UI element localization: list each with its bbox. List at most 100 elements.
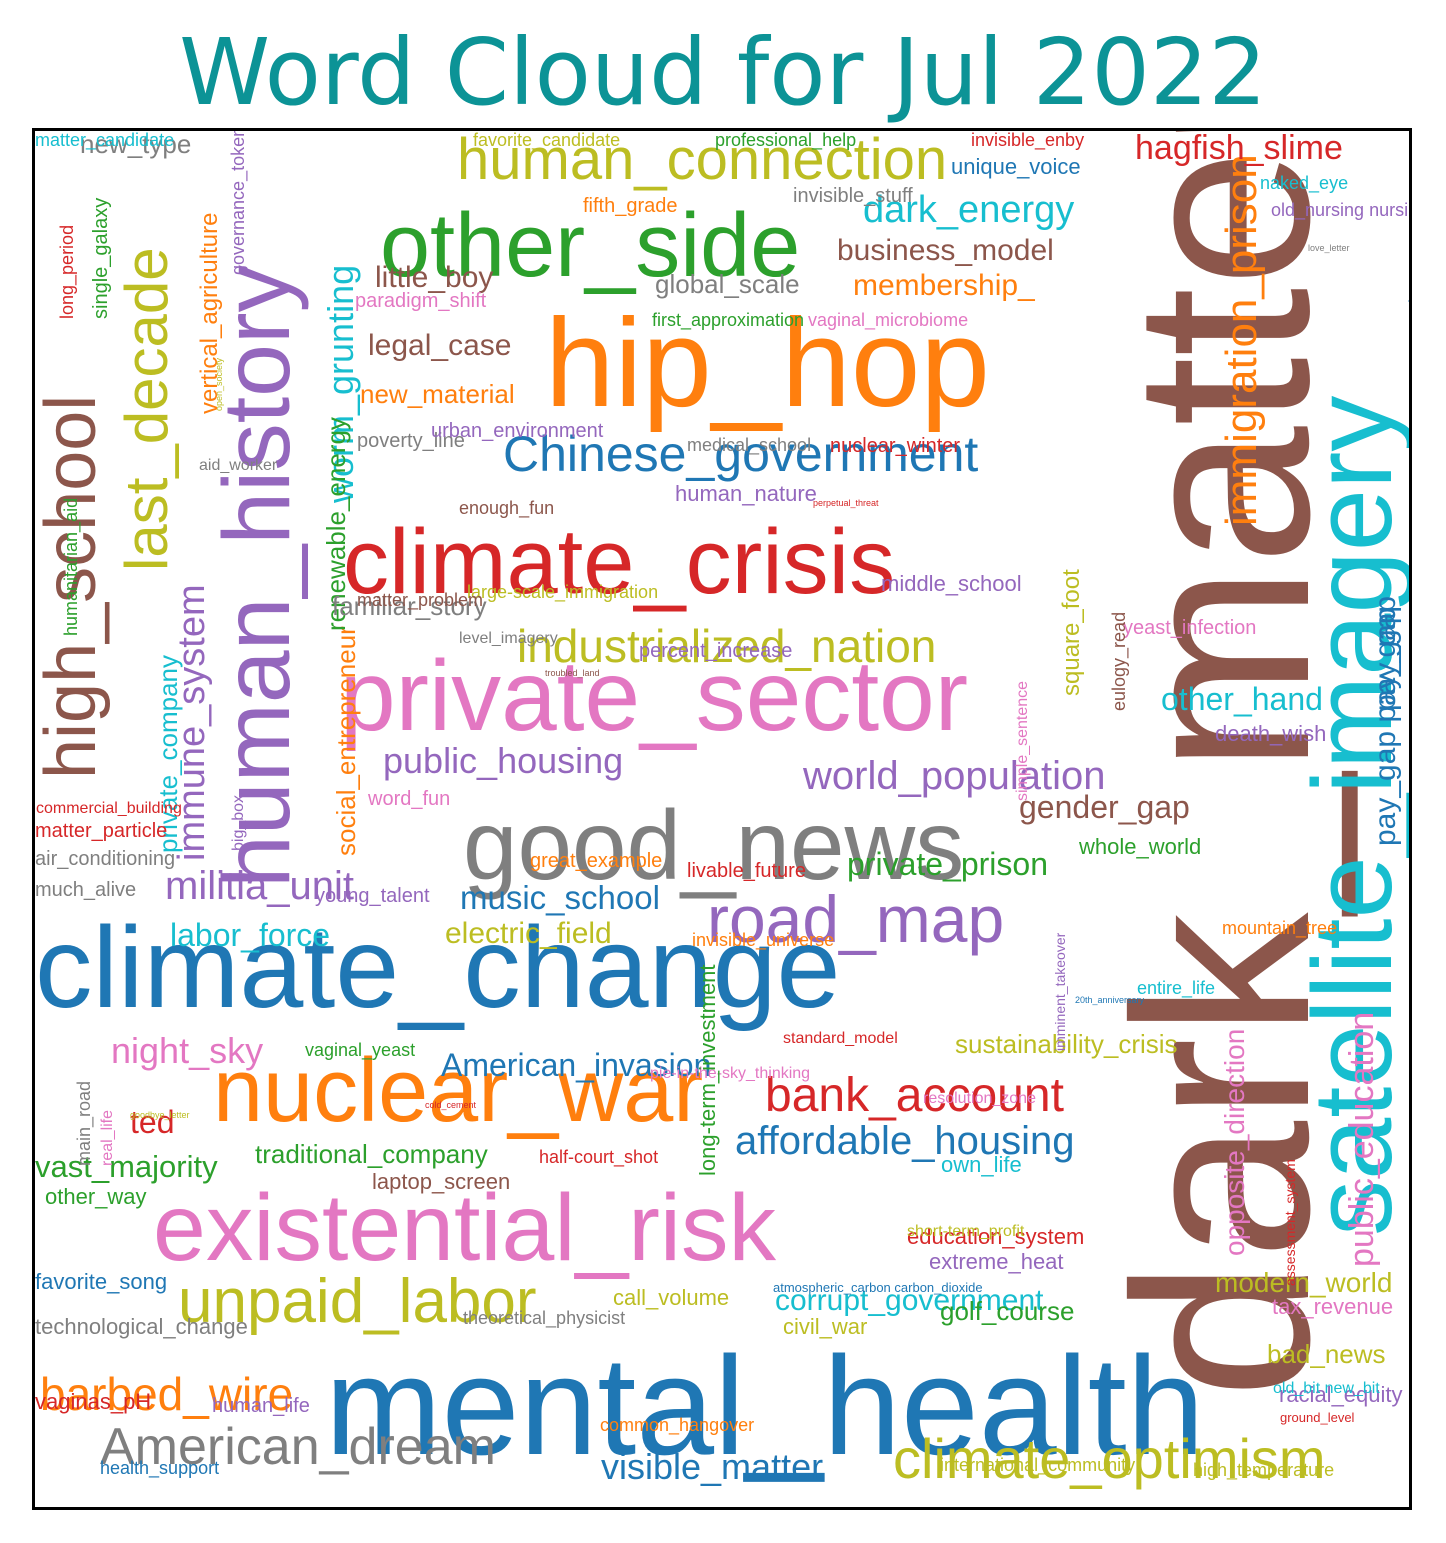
word-last-decade: last_decade xyxy=(113,247,180,571)
word-theoretical-physicist: theoretical_physicist xyxy=(463,1308,626,1328)
word-favorite-candidate: favorite_candidate xyxy=(473,130,621,150)
word-militia-unit: militia_unit xyxy=(165,864,354,908)
word-private-prison: private_prison xyxy=(847,846,1048,882)
word-nuclear-war: nuclear_war xyxy=(213,1041,704,1141)
word-vaginas-ph: vaginas_pH xyxy=(35,1389,152,1414)
word-common-hangover: common_hangover xyxy=(600,1415,755,1435)
word-half-court-shot: half-court_shot xyxy=(539,1147,659,1167)
word-old-nursing-nursing-home: old_nursing nursing_home xyxy=(1271,200,1409,220)
word-mental-health: mental_health xyxy=(325,1327,1205,1484)
word-pie-in-the-sky-thinking: pie-in-the-sky_thinking xyxy=(650,1065,811,1082)
word-human-history: human_history xyxy=(204,264,310,888)
word-much-alive: much_alive xyxy=(35,879,137,901)
word-level-imagery: level_imagery xyxy=(459,630,558,647)
word-american-dream: American_dream xyxy=(100,1418,496,1476)
word-new-type: new_type xyxy=(80,129,192,159)
word-imminent-takeover: imminent_takeover xyxy=(1052,932,1068,1051)
word-golf-course: golf_course xyxy=(940,1296,1075,1326)
word-ted: ted xyxy=(130,1104,175,1140)
word-affordable-housing: affordable_housing xyxy=(735,1119,1075,1163)
word-road-map: road_map xyxy=(707,882,1005,956)
word-livable-future: livable_future xyxy=(687,860,806,882)
word-nuclear-winter: nuclear_winter xyxy=(830,435,961,457)
word-long-term-investment: long-term_investment xyxy=(695,964,720,1176)
word-first-approximation: first_approximation xyxy=(652,310,805,330)
word-corrupt-government: corrupt_government xyxy=(775,1284,1044,1317)
word-invisible-enby: invisible_enby xyxy=(971,130,1085,150)
word-private-sector: private_sector xyxy=(340,640,969,752)
word-labor-force: labor_force xyxy=(170,917,331,953)
word-short-term-profit: short-term_profit xyxy=(907,1223,1025,1240)
word-yeast-infection: yeast_infection xyxy=(1123,617,1257,639)
word-cloud: dark_matter mental_health climate_change sa… xyxy=(32,128,1412,1510)
chart-title: Word Cloud for Jul 2022 xyxy=(179,19,1267,126)
word-love-letter: love_letter xyxy=(1308,243,1350,253)
word-death-wish: death_wish xyxy=(1215,721,1327,746)
word-extreme-heat: extreme_heat xyxy=(929,1249,1064,1274)
word-whole-world: whole_world xyxy=(1079,834,1202,859)
word-enough-fun: enough_fun xyxy=(459,498,555,518)
word-atmospheric-carbon-carbon-dioxide: atmospheric_carbon carbon_dioxide xyxy=(773,1280,983,1295)
word-tax-revenue: tax_revenue xyxy=(1272,1294,1394,1319)
word-goodbye-letter: goodbye_letter xyxy=(130,1110,190,1120)
word-laptop-screen: laptop_screen xyxy=(372,1169,511,1194)
word-international-community: international_community xyxy=(940,1455,1136,1475)
word-dark-energy: dark_energy xyxy=(863,189,1075,231)
word-percent-increase: percent_increase xyxy=(639,640,793,662)
word-new-material: new_material xyxy=(360,379,515,409)
word-high-temperature: high_temperature xyxy=(1193,1460,1335,1480)
word-young-talent: young_talent xyxy=(315,885,430,907)
word-vast-majority: vast_majority xyxy=(35,1149,218,1184)
word-human-life: human_life xyxy=(212,1395,310,1417)
word-vaginal-microbiome: vaginal_microbiome xyxy=(808,310,969,330)
word-bank-account: bank_account xyxy=(765,1069,1064,1122)
word-bad-news: bad_news xyxy=(1267,1339,1386,1369)
word-invisible-stuff: invisible_stuff xyxy=(793,185,913,207)
word-modern-world: modern_world xyxy=(1215,1267,1393,1298)
word-naked-eye: naked_eye xyxy=(1260,173,1349,193)
word-climate-crisis: climate_crisis xyxy=(343,511,896,613)
word-opposite-direction: opposite_direction xyxy=(1219,1028,1250,1256)
word-eulogy-read: eulogy_read xyxy=(1109,611,1129,711)
word-large-scale-immigration: large-scale_immigration xyxy=(467,582,659,602)
word-chinese-government: Chinese_government xyxy=(503,426,979,482)
word-other-hand: other_hand xyxy=(1161,681,1323,717)
word-main-road: main_road xyxy=(74,1080,94,1166)
word-education-system: education_system xyxy=(907,1224,1085,1249)
word-troubled-land: troubled_land xyxy=(545,668,600,678)
word-word-fun: word_fun xyxy=(368,788,451,810)
word-climate-optimism: climate_optimism xyxy=(893,1427,1326,1490)
word-civil-war: civil_war xyxy=(783,1314,868,1339)
word-paradigm-shift: paradigm_shift xyxy=(355,290,487,312)
word-social-entrepreneur: social_entrepreneur xyxy=(331,626,361,856)
word-little-boy: little_boy xyxy=(375,261,494,294)
word-matter-problem: matter_problem xyxy=(357,590,484,610)
word-old-bit-new-bit: old_bit new_bit xyxy=(1273,1380,1380,1397)
word-night-sky: night_sky xyxy=(111,1030,264,1071)
word-membership: membership_ xyxy=(853,269,1035,302)
word-music-school: music_school xyxy=(460,879,660,916)
word-public-education: public_education xyxy=(1343,1011,1381,1267)
word-world-population: world_population xyxy=(803,754,1106,798)
word-global-scale: global_scale xyxy=(655,269,800,299)
word-invisible-universe: invisible_universe xyxy=(692,930,835,950)
word-square-foot: square_foot xyxy=(1058,569,1085,696)
word-gender-gap: gender_gap xyxy=(1019,789,1190,825)
word-other-side: other_side xyxy=(380,196,801,296)
word-entire-life: entire_life xyxy=(1137,978,1216,998)
word-single-galaxy: single_galaxy xyxy=(90,197,112,319)
word-pay-gap: pay_gap xyxy=(1369,595,1402,711)
word-public-housing: public_housing xyxy=(383,740,624,781)
word-traditional-company: traditional_company xyxy=(255,1139,488,1169)
word-fifth-grade: fifth_grade xyxy=(583,195,678,217)
word-mountain-tree: mountain_tree xyxy=(1222,918,1338,938)
word-20th-anniversary: 20th_anniversary xyxy=(1075,995,1145,1005)
word-technological-change: technological_change xyxy=(35,1314,248,1339)
word-own-life: own_life xyxy=(941,1152,1022,1177)
word-resolution-zone: resolution_zone xyxy=(923,1090,1036,1107)
word-simple-sentence: simple_sentence xyxy=(1014,680,1031,801)
word-good-news: good_news xyxy=(463,790,965,900)
word-real-life: real_life xyxy=(99,1109,116,1166)
word-human-connection: human_connection xyxy=(457,128,948,192)
word-air-conditioning: air_conditioning xyxy=(35,848,176,870)
